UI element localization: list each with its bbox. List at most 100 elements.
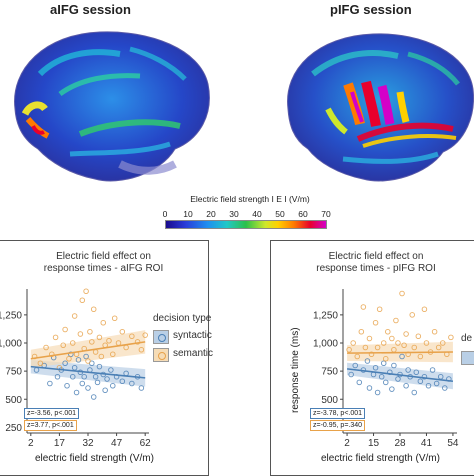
syntactic-fit-line xyxy=(346,368,454,383)
x-tick-label: 41 xyxy=(421,438,433,449)
semantic-data-point xyxy=(60,342,66,348)
aifg-chart-title-line: Electric field effect on xyxy=(56,251,151,262)
semantic-data-point xyxy=(43,344,49,351)
syntactic-data-point xyxy=(389,386,395,392)
semantic-data-point xyxy=(52,334,59,341)
semantic-data-point xyxy=(96,334,103,341)
colorbar-tick: 70 xyxy=(321,209,331,219)
syntactic-data-point xyxy=(64,382,70,389)
syntactic-data-point xyxy=(110,382,116,389)
semantic-confidence-band xyxy=(30,330,146,368)
x-tick-label: 47 xyxy=(111,438,123,449)
semantic-data-point xyxy=(69,340,76,346)
legend-title-cropped: de xyxy=(461,333,473,344)
semantic-data-point xyxy=(435,344,442,351)
syntactic-data-point xyxy=(429,367,436,373)
syntactic-data-point xyxy=(47,380,53,387)
syntactic-data-point xyxy=(433,380,440,387)
semantic-data-point xyxy=(354,353,360,360)
y-tick-label: 1,250 xyxy=(0,310,22,321)
syntactic-data-point xyxy=(129,380,135,387)
semantic-data-point xyxy=(62,326,68,333)
semantic-data-point xyxy=(90,306,97,312)
aifg-stat-syntactic: z=-3.56, p<.001 xyxy=(24,408,80,419)
y-tick-label: 750 xyxy=(321,367,338,378)
syntactic-data-point xyxy=(403,382,409,389)
pifg-chart-panel: Electric field effect on response times … xyxy=(270,240,474,476)
syntactic-data-point xyxy=(425,382,432,389)
pifg-stat-semantic: z=-0.95, p=.340 xyxy=(310,420,366,431)
semantic-data-point xyxy=(100,319,106,326)
syntactic-data-point xyxy=(380,360,387,366)
colorbar-tick: 10 xyxy=(183,209,193,219)
aifg-stat-semantic: z=3.77, p<.001 xyxy=(24,420,77,431)
pifg-chart-title-line: response times - pIFG ROI xyxy=(316,263,436,274)
syntactic-data-point xyxy=(378,373,385,380)
legend-label-semantic: semantic xyxy=(173,348,214,359)
colorbar-ticks: 0 10 20 30 40 50 60 70 xyxy=(150,209,340,219)
colorbar-tick: 40 xyxy=(252,209,262,219)
syntactic-data-point xyxy=(356,379,363,386)
semantic-data-point xyxy=(77,331,84,337)
y-tick-label: 1,250 xyxy=(313,310,338,321)
pifg-y-axis-label: response time (ms) xyxy=(290,327,301,413)
syntactic-data-point xyxy=(411,389,417,396)
syntactic-data-point xyxy=(104,376,110,382)
syntactic-data-point xyxy=(71,364,78,371)
semantic-data-point xyxy=(411,344,417,351)
pifg-brain-image xyxy=(287,33,474,182)
y-tick-label: 1,000 xyxy=(0,339,22,350)
syntactic-data-point xyxy=(374,389,381,396)
syntactic-data-point xyxy=(366,385,373,391)
aifg-chart-title: Electric field effect on response times … xyxy=(0,251,208,275)
semantic-data-point xyxy=(85,358,91,364)
semantic-fit-line xyxy=(30,341,146,360)
legend-swatch-syntactic-cropped xyxy=(461,351,474,365)
aifg-x-axis-label: electric field strength (V/m) xyxy=(35,453,154,464)
y-tick-label: 750 xyxy=(5,367,22,378)
x-tick-label: 2 xyxy=(28,438,34,449)
aifg-session-title: aIFG session xyxy=(50,2,131,17)
semantic-data-point xyxy=(376,306,383,312)
y-tick-label: 500 xyxy=(5,395,22,406)
x-tick-label: 32 xyxy=(82,438,94,449)
semantic-data-point xyxy=(380,340,387,346)
legend-swatch-semantic xyxy=(153,348,169,362)
syntactic-data-point xyxy=(108,367,114,373)
legend-label-syntactic: syntactic xyxy=(173,330,212,341)
syntactic-data-point xyxy=(399,353,405,360)
semantic-data-point xyxy=(417,353,424,360)
syntactic-data-point xyxy=(348,371,354,378)
semantic-data-point xyxy=(415,333,422,339)
x-tick-label: 15 xyxy=(368,438,380,449)
syntactic-data-point xyxy=(119,378,126,384)
syntactic-data-point xyxy=(421,373,428,380)
syntactic-data-point xyxy=(413,369,420,375)
semantic-data-point xyxy=(111,315,118,321)
semantic-data-point xyxy=(439,340,446,346)
syntactic-data-point xyxy=(73,389,80,396)
semantic-data-point xyxy=(382,355,389,362)
pifg-chart-title-line: Electric field effect on xyxy=(328,251,424,262)
semantic-data-point xyxy=(350,340,356,346)
y-tick-label: 1,000 xyxy=(313,339,338,350)
semantic-fit-line xyxy=(347,351,453,354)
semantic-data-point xyxy=(385,328,391,335)
syntactic-fit-line xyxy=(30,365,146,379)
semantic-data-point xyxy=(360,304,367,310)
semantic-data-point xyxy=(368,351,375,357)
semantic-data-point xyxy=(403,331,409,337)
pifg-session-title: pIFG session xyxy=(330,2,412,17)
semantic-data-point xyxy=(372,319,379,326)
semantic-data-point xyxy=(37,360,44,366)
semantic-data-point xyxy=(409,312,415,318)
syntactic-data-point xyxy=(68,351,74,357)
syntactic-data-point xyxy=(79,380,86,387)
semantic-data-point xyxy=(98,353,105,360)
semantic-data-point xyxy=(395,340,401,346)
semantic-data-point xyxy=(362,344,369,351)
syntactic-confidence-band xyxy=(30,359,146,387)
syntactic-data-point xyxy=(92,373,99,380)
y-tick-label: 500 xyxy=(321,395,338,406)
syntactic-data-point xyxy=(352,362,358,369)
